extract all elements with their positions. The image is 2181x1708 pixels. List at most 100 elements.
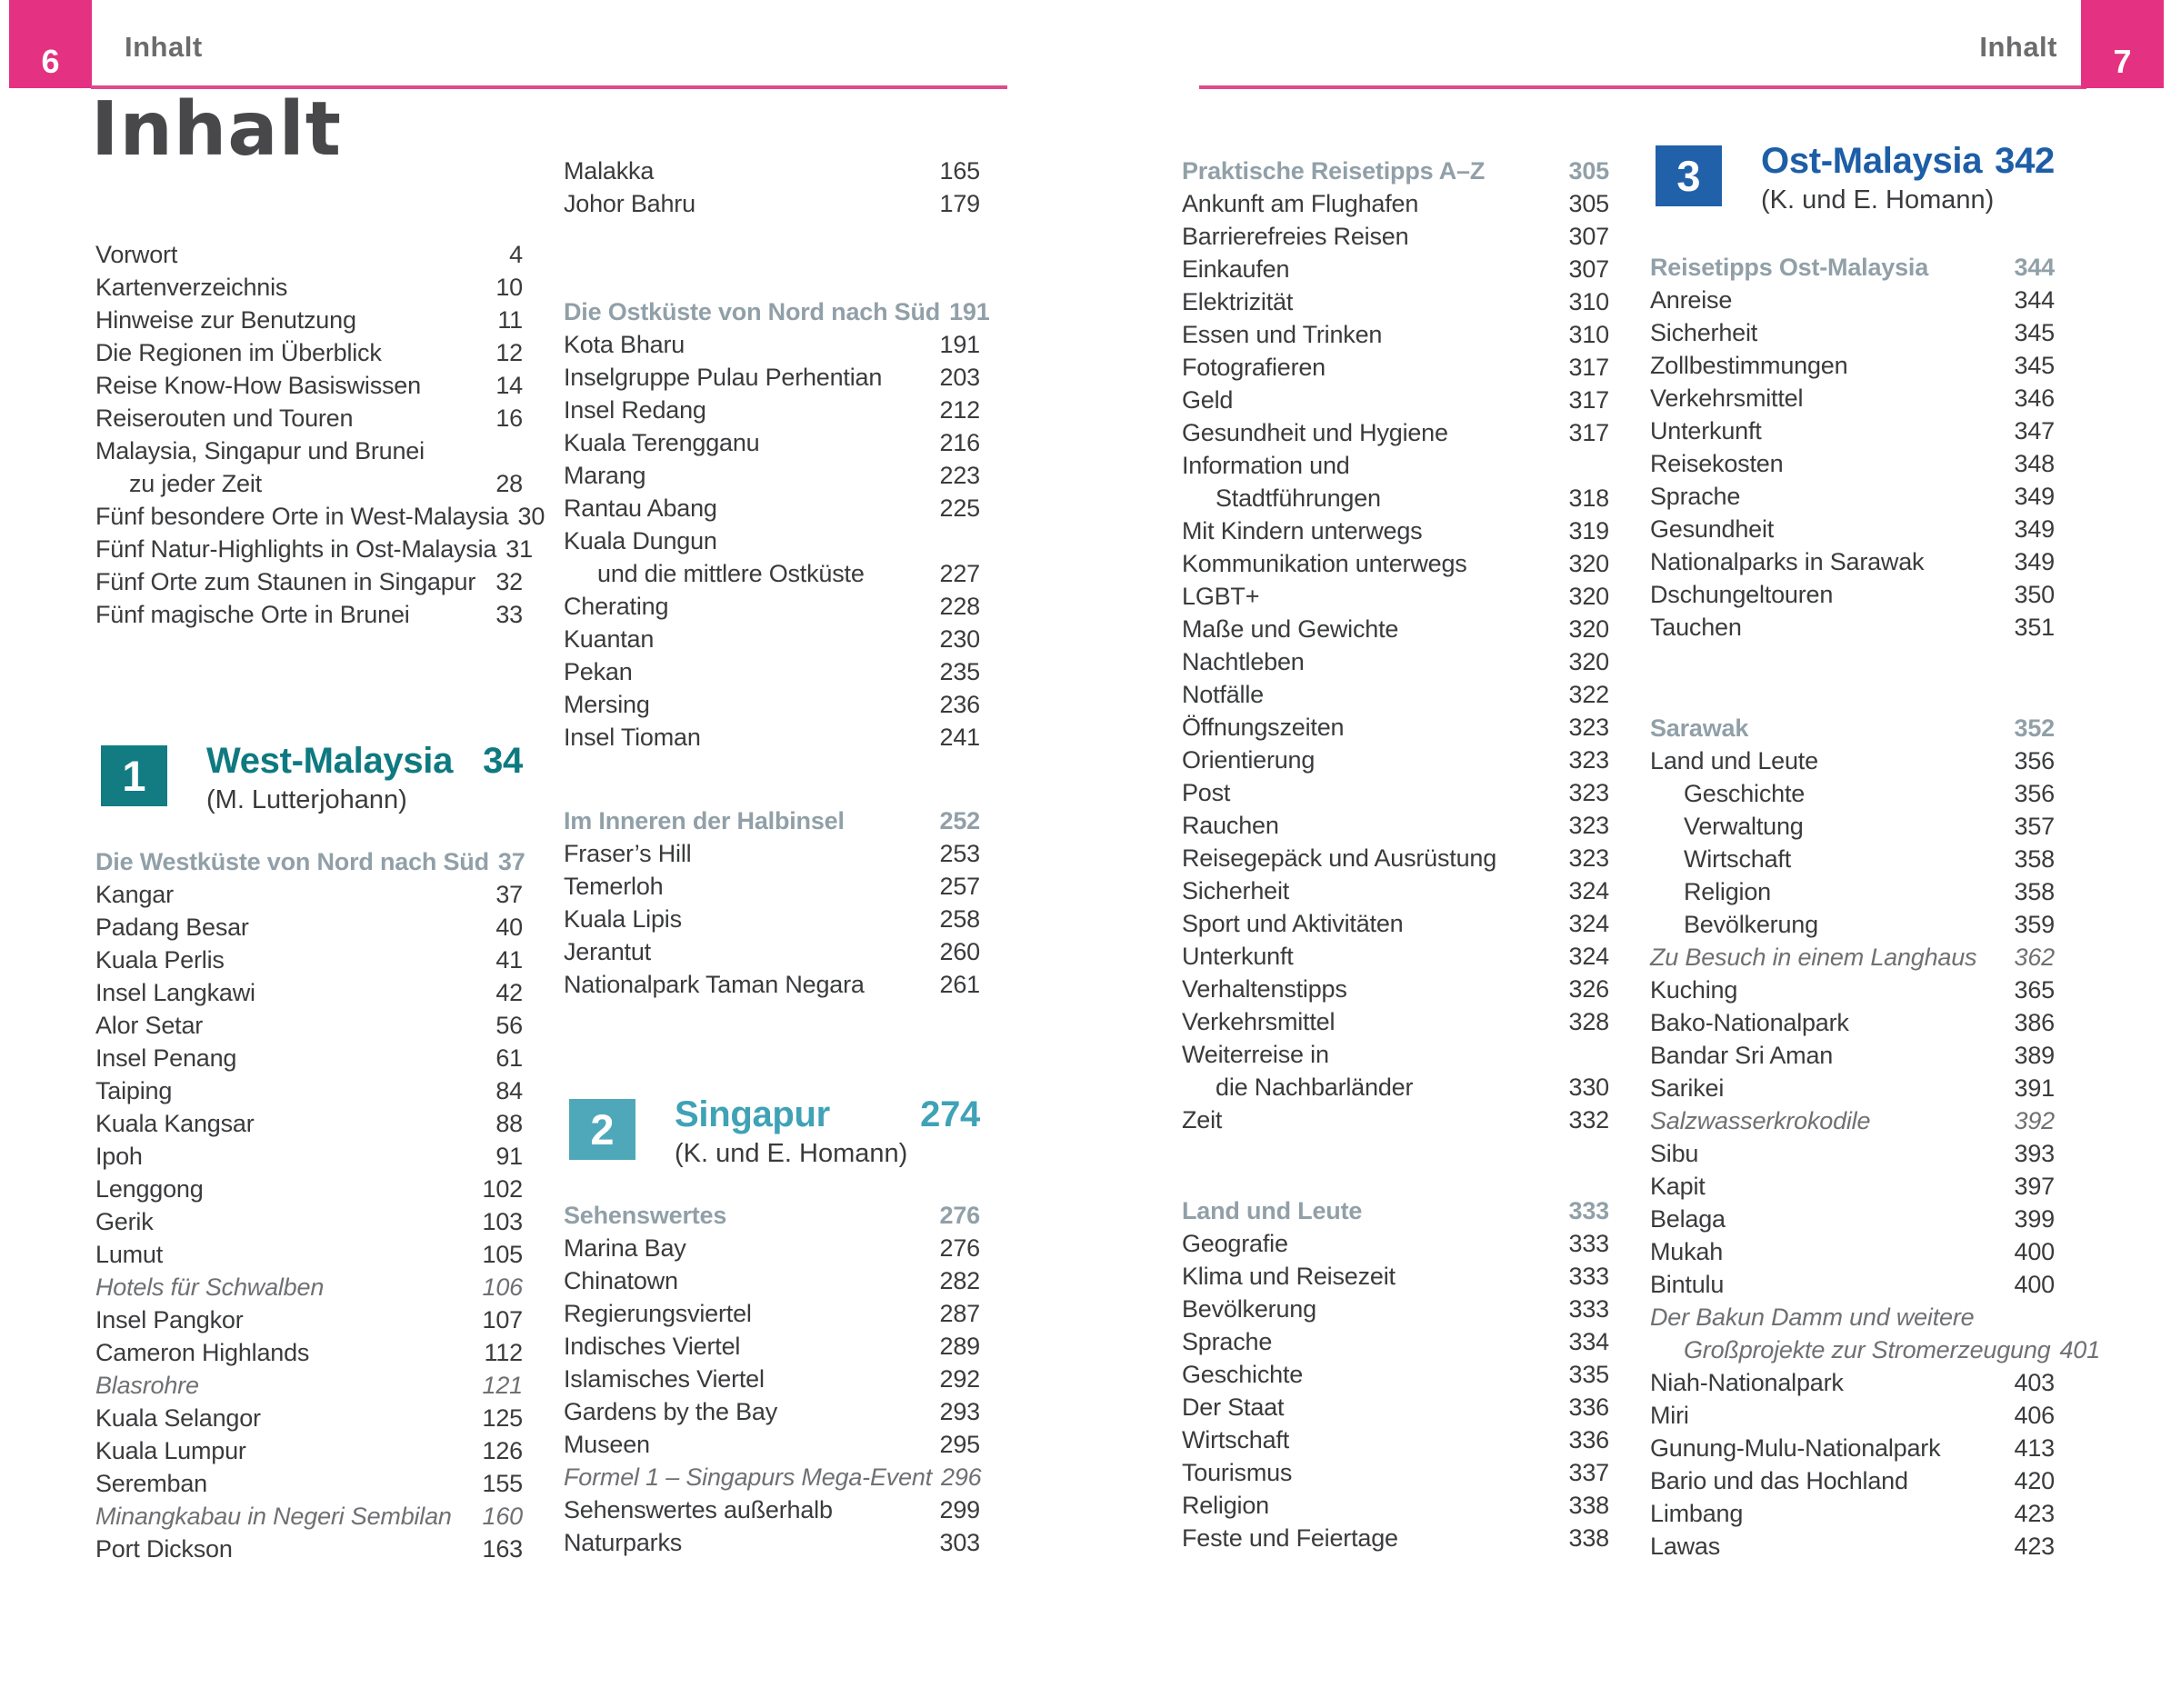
toc-entry-page: 216: [939, 429, 981, 456]
toc-entry: LGBT+ 320: [1182, 580, 1609, 613]
toc-entry-page: 223: [939, 462, 981, 489]
toc-entry: Minangkabau in Negeri Sembilan 160: [95, 1500, 523, 1533]
toc-entry-label: Fünf Orte zum Staunen in Singapur: [95, 568, 476, 595]
toc-entry-page: 357: [2014, 813, 2056, 840]
spacer: [564, 1001, 980, 1097]
toc-entry: Sicherheit 345: [1650, 316, 2055, 349]
toc-entry-page: 235: [939, 658, 981, 685]
toc-entry: Blasrohre 121: [95, 1369, 523, 1402]
toc-entry: und die mittlere Ostküste 227: [564, 557, 980, 590]
toc-entry-page: 191: [939, 331, 981, 358]
toc-entry-label: Land und Leute: [1650, 747, 1818, 774]
toc-entry-page: 307: [1568, 223, 1610, 250]
toc-entry-label: Ipoh: [95, 1143, 143, 1170]
toc-entry-label: Temerloh: [564, 873, 664, 900]
toc-entry-page: 125: [482, 1404, 524, 1432]
toc-entry: Reisekosten 348: [1650, 447, 2055, 480]
running-head-left: Inhalt: [125, 31, 203, 63]
toc-entry-label: Fotografieren: [1182, 354, 1326, 381]
toc-entry-page: 392: [2014, 1107, 2056, 1134]
toc-entry-page: 155: [482, 1470, 524, 1497]
toc-entry-page: 253: [939, 840, 981, 867]
toc-entry-label: Taiping: [95, 1077, 173, 1104]
running-head-right: Inhalt: [1979, 31, 2057, 63]
toc-entry: Geografie 333: [1182, 1227, 1609, 1260]
toc-entry-label: Padang Besar: [95, 914, 249, 941]
toc-entry: Zu Besuch in einem Langhaus 362: [1650, 941, 2055, 974]
toc-entry: Fotografieren 317: [1182, 351, 1609, 384]
toc-entry-page: 333: [1568, 1197, 1610, 1224]
toc-entry-page: 317: [1568, 419, 1610, 446]
toc-entry: Hinweise zur Benutzung 11: [95, 304, 523, 336]
section-page: 342: [1995, 141, 2055, 181]
toc-entry-label: Bako-Nationalpark: [1650, 1009, 1849, 1036]
toc-section-header: 1 West-Malaysia 34 (M. Lutterjohann): [95, 741, 523, 845]
toc-entry-label: Fünf besondere Orte in West-Malaysia: [95, 503, 509, 530]
toc-entry: Reise Know-How Basiswissen 14: [95, 369, 523, 402]
toc-entry-page: 289: [939, 1333, 981, 1360]
toc-entry-page: 333: [1568, 1295, 1610, 1323]
toc-entry-page: 88: [495, 1110, 523, 1137]
toc-entry-page: 356: [2014, 780, 2056, 807]
toc-entry-page: 28: [495, 470, 523, 497]
toc-entry-page: 212: [939, 396, 981, 424]
toc-entry: Fraser’s Hill 253: [564, 837, 980, 870]
toc-entry-label: Feste und Feiertage: [1182, 1524, 1398, 1552]
toc-entry: Wirtschaft 358: [1650, 843, 2055, 875]
toc-entry-label: Marina Bay: [564, 1234, 686, 1262]
toc-entry-label: Insel Redang: [564, 396, 706, 424]
toc-entry-label: Sprache: [1182, 1328, 1273, 1355]
toc-entry: Bako-Nationalpark 386: [1650, 1006, 2055, 1039]
toc-entry: Nachtleben 320: [1182, 645, 1609, 678]
toc-entry: Port Dickson 163: [95, 1533, 523, 1565]
toc-entry: Kuala Dungun: [564, 524, 980, 557]
toc-entry-page: 287: [939, 1300, 981, 1327]
toc-entry-page: 401: [2059, 1336, 2100, 1363]
toc-entry: Bandar Sri Aman 389: [1650, 1039, 2055, 1072]
toc-entry-page: 11: [497, 306, 523, 334]
toc-entry-label: Kommunikation unterwegs: [1182, 550, 1467, 577]
toc-entry: Fünf magische Orte in Brunei 33: [95, 598, 523, 631]
toc-entry: Geschichte 335: [1182, 1358, 1609, 1391]
toc-entry: Land und Leute 356: [1650, 744, 2055, 777]
toc-entry: Insel Langkawi 42: [95, 976, 523, 1009]
toc-entry-page: 323: [1568, 746, 1610, 774]
toc-entry-page: 365: [2014, 976, 2056, 1004]
toc-entry-page: 163: [482, 1535, 524, 1563]
toc-entry-label: Kapit: [1650, 1173, 1706, 1200]
toc-entry-label: Bandar Sri Aman: [1650, 1042, 1834, 1069]
toc-entry: Gesundheit und Hygiene 317: [1182, 416, 1609, 449]
toc-entry-label: Malaysia, Singapur und Brunei: [95, 437, 425, 464]
toc-entry-page: 305: [1568, 190, 1610, 217]
toc-entry: Regierungsviertel 287: [564, 1297, 980, 1330]
toc-entry-page: 324: [1568, 943, 1610, 970]
toc-entry: Verkehrsmittel 346: [1650, 382, 2055, 415]
toc-entry-label: Lenggong: [95, 1175, 204, 1203]
toc-entry-page: 260: [939, 938, 981, 965]
toc-entry-label: und die mittlere Ostküste: [597, 560, 865, 587]
toc-entry-page: 276: [939, 1202, 981, 1229]
toc-entry-page: 292: [939, 1365, 981, 1393]
toc-entry: Kapit 397: [1650, 1170, 2055, 1203]
toc-entry-label: Reise Know-How Basiswissen: [95, 372, 421, 399]
toc-entry-label: Orientierung: [1182, 746, 1316, 774]
toc-entry-page: 320: [1568, 648, 1610, 675]
toc-entry-page: 102: [482, 1175, 524, 1203]
toc-entry-label: Elektrizität: [1182, 288, 1294, 315]
toc-entry: Belaga 399: [1650, 1203, 2055, 1235]
toc-entry: Feste und Feiertage 338: [1182, 1522, 1609, 1554]
toc-entry-page: 37: [495, 881, 523, 908]
toc-entry-label: Zu Besuch in einem Langhaus: [1650, 944, 1977, 971]
toc-subheader: Die Ostküste von Nord nach Süd 191: [564, 295, 990, 328]
toc-entry-label: Geschichte: [1182, 1361, 1304, 1388]
toc-entry: Malakka 165: [564, 155, 980, 187]
toc-entry-page: 4: [509, 241, 523, 268]
toc-entry: Padang Besar 40: [95, 911, 523, 944]
section-author: (K. und E. Homann): [1761, 185, 1995, 215]
toc-entry-label: Malakka: [564, 157, 655, 185]
toc-entry: Sibu 393: [1650, 1137, 2055, 1170]
toc-entry-label: Miri: [1650, 1402, 1689, 1429]
toc-entry-page: 359: [2014, 911, 2056, 938]
toc-entry-page: 348: [2014, 450, 2056, 477]
toc-entry-label: Land und Leute: [1182, 1197, 1363, 1224]
